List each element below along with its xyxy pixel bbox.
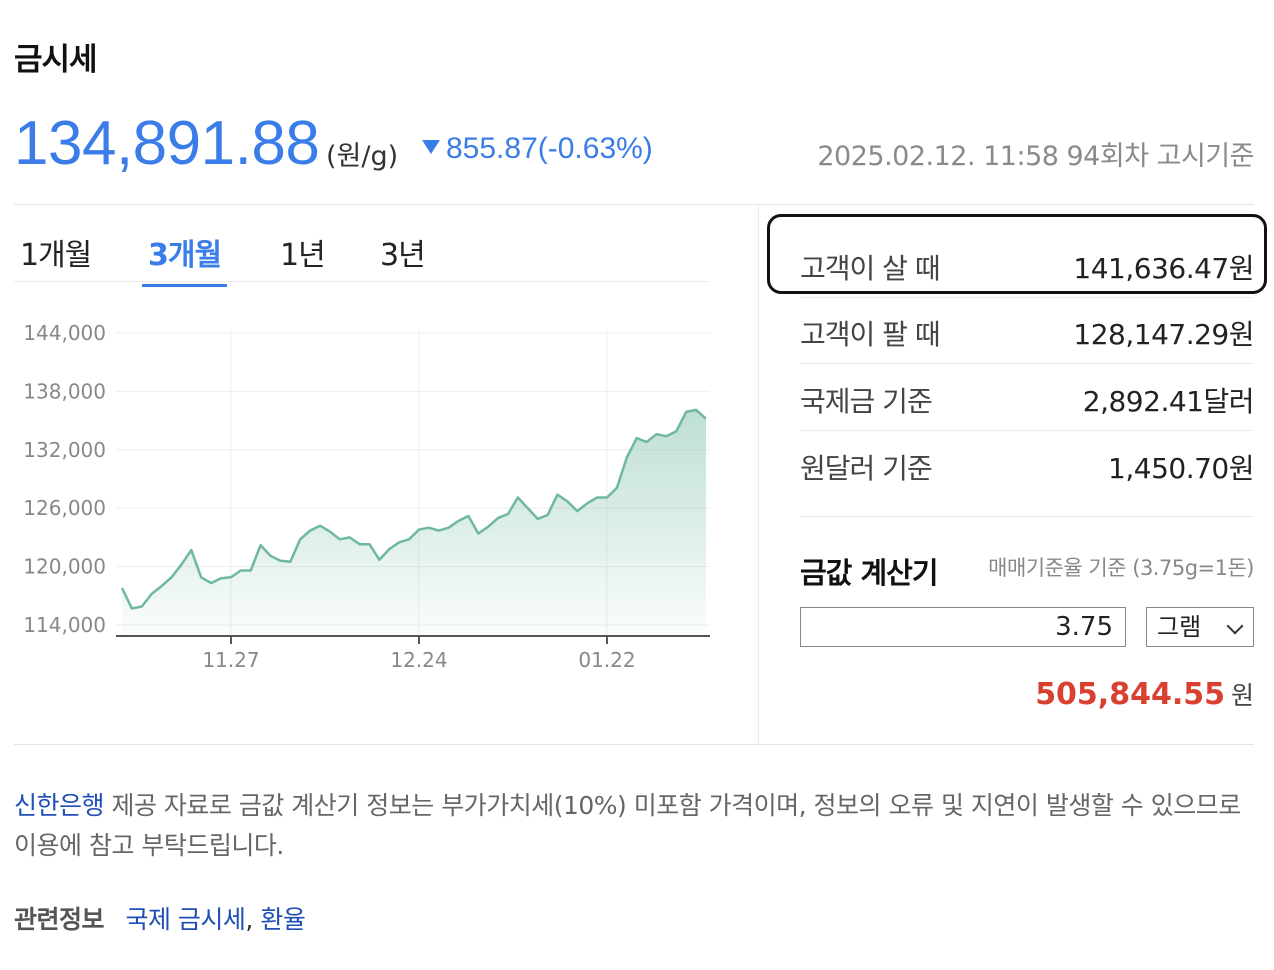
y-tick-label: 144,000 [23, 321, 106, 345]
international-gold-link[interactable]: 국제 금시세 [125, 905, 246, 934]
y-tick-label: 120,000 [23, 555, 106, 579]
info-row-buy: 고객이 살 때 141,636.47원 [800, 231, 1254, 298]
highlight-box [767, 214, 1267, 294]
divider-vertical [758, 205, 759, 745]
x-tick-label: 12.24 [390, 648, 447, 672]
info-label: 고객이 살 때 [800, 252, 941, 285]
price-change-value: 855.87(-0.63%) [446, 132, 653, 165]
info-row-exchange: 원달러 기준 1,450.70원 [800, 431, 1254, 517]
disclaimer-text: 제공 자료로 금값 계산기 정보는 부가가치세(10%) 미포함 가격이며, 정… [14, 791, 1241, 860]
divider [14, 204, 1254, 205]
tab-3-months[interactable]: 3개월 [142, 230, 228, 287]
divider [14, 744, 1254, 745]
price-chart-svg: 144,000 138,000 132,000 126,000 120,000 114,0… [23, 321, 710, 672]
y-tick-label: 126,000 [23, 496, 106, 520]
price-row: 134,891.88 (원/g) 855.87(-0.63%) 2025.02.… [14, 108, 1254, 178]
related-label: 관련정보 [14, 905, 105, 934]
y-tick-label: 138,000 [23, 379, 106, 403]
x-tick-label: 11.27 [202, 648, 259, 672]
notice-timestamp: 2025.02.12. 11:58 94회차 고시기준 [817, 141, 1254, 172]
current-price: 134,891.88 [14, 109, 320, 178]
amount-input[interactable]: 3.75 [800, 607, 1126, 647]
amount-value: 3.75 [1055, 612, 1113, 642]
unit-select-value: 그램 [1157, 613, 1202, 641]
price-chart: 144,000 138,000 132,000 126,000 120,000 114,0… [0, 300, 720, 700]
tab-1-year[interactable]: 1년 [280, 238, 326, 273]
unit-select[interactable]: 그램 [1146, 607, 1254, 647]
y-tick-label: 114,000 [23, 613, 106, 637]
info-row-international: 국제금 기준 2,892.41달러 [800, 364, 1255, 431]
related-separator: , [245, 905, 253, 934]
info-value: 128,147.29원 [1073, 318, 1254, 351]
info-value: 141,636.47원 [1073, 252, 1254, 285]
period-tabs: 1개월 3개월 1년 3년 [14, 230, 710, 287]
result-unit: 원 [1230, 681, 1254, 710]
info-label: 국제금 기준 [800, 385, 933, 418]
price-unit: (원/g) [326, 141, 399, 172]
info-value: 1,450.70원 [1108, 452, 1254, 485]
page-title: 금시세 [14, 42, 98, 78]
related-info: 관련정보 국제 금시세, 환율 [14, 900, 306, 936]
info-value: 2,892.41달러 [1082, 385, 1255, 418]
down-triangle-icon [422, 140, 440, 154]
info-label: 원달러 기준 [800, 452, 933, 485]
chart-area [122, 409, 706, 636]
calculator-result: 505,844.55 원 [1035, 676, 1254, 712]
chevron-down-icon [1226, 617, 1244, 635]
result-value: 505,844.55 [1035, 677, 1225, 712]
info-row-sell: 고객이 팔 때 128,147.29원 [800, 297, 1254, 364]
disclaimer: 신한은행 제공 자료로 금값 계산기 정보는 부가가치세(10%) 미포함 가격… [14, 786, 1258, 866]
info-label: 고객이 팔 때 [800, 318, 941, 351]
calculator-note: 매매기준율 기준 (3.75g=1돈) [988, 556, 1254, 580]
bank-link[interactable]: 신한은행 [14, 791, 105, 820]
y-tick-label: 132,000 [23, 438, 106, 462]
tab-1-month[interactable]: 1개월 [20, 238, 92, 273]
chart-line [120, 408, 707, 610]
exchange-rate-link[interactable]: 환율 [260, 905, 306, 934]
tab-3-years[interactable]: 3년 [380, 238, 426, 273]
x-tick-label: 01.22 [578, 648, 635, 672]
calculator-title: 금값 계산기 [800, 556, 938, 590]
price-change: 855.87(-0.63%) [422, 132, 653, 166]
